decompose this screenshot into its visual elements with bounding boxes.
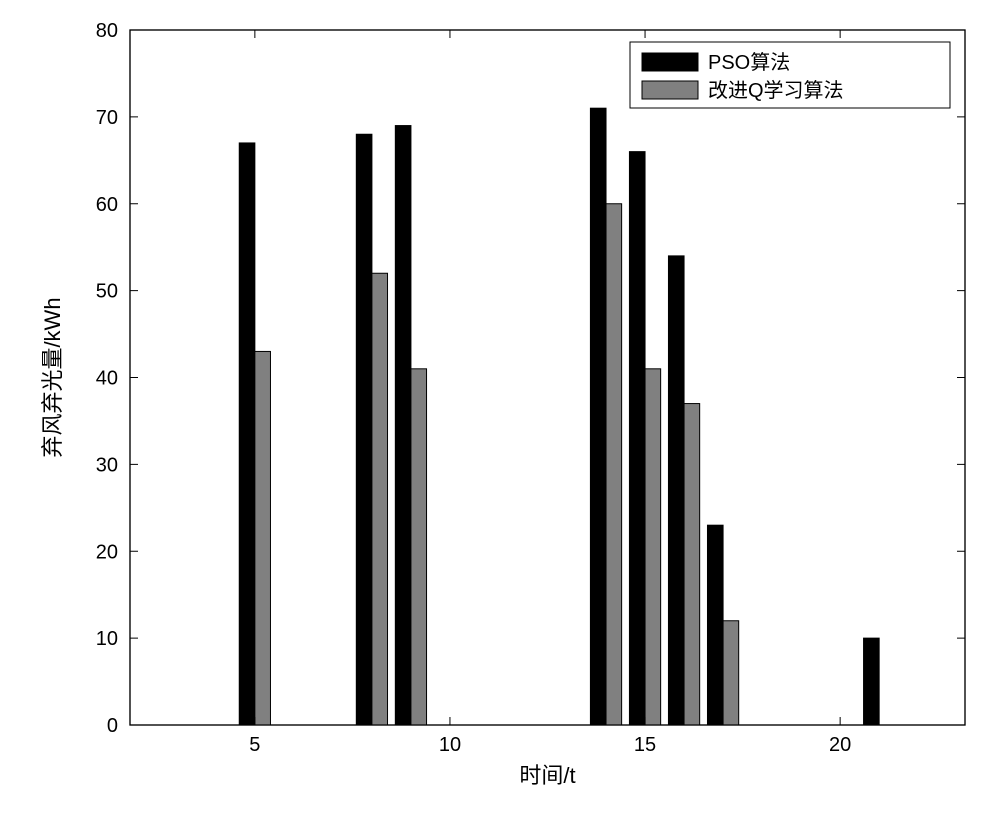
legend-label: PSO算法: [708, 51, 790, 74]
bar-pso: [707, 525, 723, 725]
xtick-label: 10: [439, 734, 461, 756]
bar-pso: [239, 143, 255, 725]
bar-pso: [629, 152, 645, 725]
ytick-label: 0: [107, 715, 118, 737]
bar-chart: 5 10 15 20 0 10 20 30 40 50 60 70 80 时间/t 弃风弃光量/kWh PSO…: [0, 0, 1000, 815]
bar-q: [372, 273, 388, 725]
bar-pso: [356, 134, 372, 725]
chart-container: 5 10 15 20 0 10 20 30 40 50 60 70 80 时间/t 弃风弃光量/kWh PSO…: [0, 0, 1000, 815]
ytick-label: 60: [96, 194, 118, 216]
legend-swatch: [642, 81, 698, 99]
xtick-label: 15: [634, 734, 656, 756]
bar-q: [255, 351, 271, 725]
bar-q: [723, 621, 739, 725]
bar-q: [606, 204, 622, 725]
bar-q: [684, 404, 700, 725]
bar-pso: [395, 126, 411, 725]
bar-pso: [668, 256, 684, 725]
ytick-label: 50: [96, 281, 118, 303]
legend-label: 改进Q学习算法: [708, 79, 844, 102]
bar-q: [645, 369, 661, 725]
ytick-label: 20: [96, 541, 118, 563]
legend-swatch: [642, 53, 698, 71]
xtick-label: 20: [829, 734, 851, 756]
ytick-label: 10: [96, 628, 118, 650]
ytick-label: 30: [96, 454, 118, 476]
bar-pso: [864, 638, 880, 725]
bar-q: [411, 369, 427, 725]
ytick-label: 80: [96, 20, 118, 42]
xlabel: 时间/t: [519, 763, 575, 788]
ylabel: 弃风弃光量/kWh: [40, 297, 65, 457]
ytick-label: 70: [96, 107, 118, 129]
bar-pso: [590, 108, 606, 725]
xtick-label: 5: [249, 734, 260, 756]
ytick-label: 40: [96, 368, 118, 390]
